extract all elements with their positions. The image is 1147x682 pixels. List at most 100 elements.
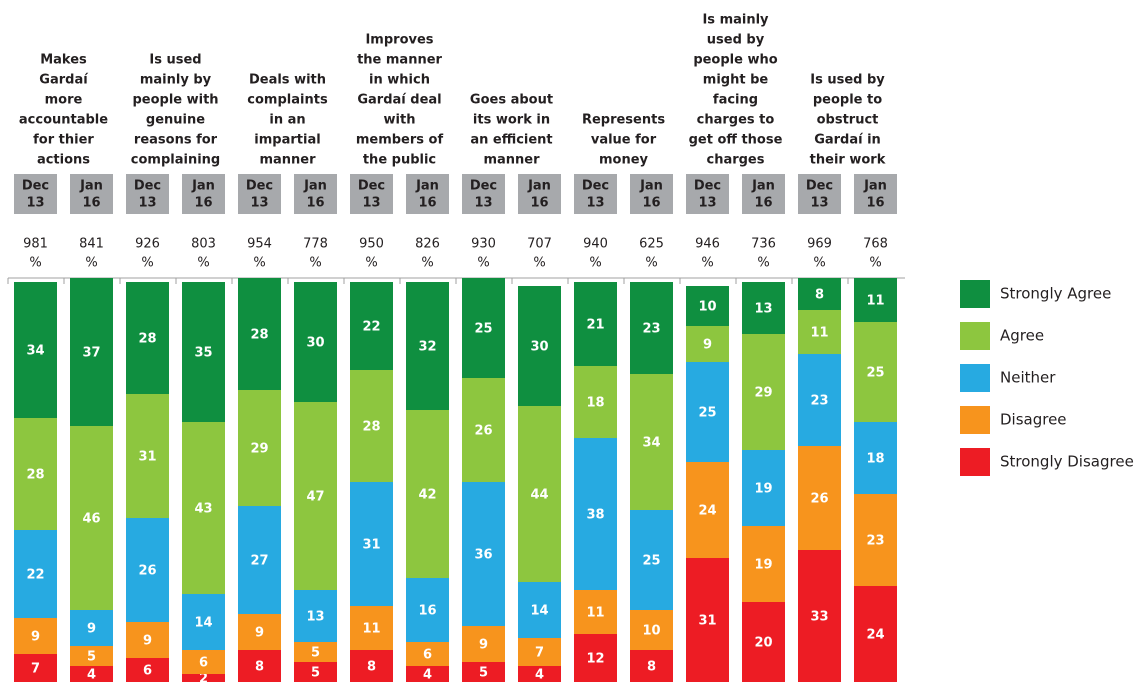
group-title: Deals with [249, 73, 326, 88]
data-label: 25 [698, 406, 716, 421]
data-label: 26 [474, 424, 492, 439]
bar-segment [126, 658, 169, 682]
data-label: 31 [138, 450, 156, 465]
bar-segment [14, 418, 57, 530]
data-label: 42 [418, 488, 436, 503]
bar-segment [294, 642, 337, 662]
group-title: in an [269, 113, 305, 128]
bar-segment [462, 378, 505, 482]
data-label: 14 [530, 604, 548, 619]
data-label: 24 [698, 504, 716, 519]
data-label: 11 [586, 606, 604, 621]
group-title: Makes [40, 53, 87, 68]
data-label: 9 [143, 634, 152, 649]
bar-segment [294, 402, 337, 590]
bar-segment [574, 438, 617, 590]
data-label: 30 [530, 340, 548, 355]
bar-segment [14, 530, 57, 618]
data-label: 13 [306, 610, 324, 625]
data-label: 36 [474, 548, 492, 563]
group-title: Represents [582, 113, 665, 128]
data-label: 38 [586, 508, 604, 523]
group-title: impartial [254, 133, 320, 148]
period-label: Jan [415, 179, 439, 194]
group-title: value for [591, 133, 657, 148]
sample-size: 954 [247, 237, 272, 252]
bar-segment [630, 374, 673, 510]
group-title: charges to [697, 113, 775, 128]
period-box [350, 174, 393, 214]
sample-unit: % [533, 256, 545, 271]
data-label: 20 [754, 636, 772, 651]
period-label: Dec [694, 179, 721, 194]
bar-segment [182, 422, 225, 594]
data-label: 7 [31, 662, 40, 677]
data-label: 4 [535, 668, 544, 682]
data-label: 11 [866, 294, 884, 309]
bar-segment [518, 406, 561, 582]
bar-segment [294, 662, 337, 682]
group-title: more [45, 93, 83, 108]
group-title: obstruct [817, 113, 879, 128]
period-label: Jan [863, 179, 887, 194]
sample-unit: % [589, 256, 601, 271]
group-title: actions [37, 153, 90, 168]
bar-segment [70, 610, 113, 646]
data-label: 29 [754, 386, 772, 401]
data-label: 26 [810, 492, 828, 507]
bar-segment [462, 482, 505, 626]
data-label: 19 [754, 482, 772, 497]
data-label: 22 [26, 568, 44, 583]
bar-segment [70, 646, 113, 666]
period-box [14, 174, 57, 214]
group-title: in which [369, 73, 430, 88]
data-label: 18 [586, 396, 604, 411]
data-label: 23 [642, 322, 660, 337]
legend-swatch [960, 364, 990, 392]
bar-segment [350, 282, 393, 370]
period-label: Dec [806, 179, 833, 194]
data-label: 11 [810, 326, 828, 341]
group-title: Gardaí deal [357, 93, 441, 108]
group-title: Is mainly [702, 13, 769, 28]
bar-segment [182, 650, 225, 674]
data-label: 4 [87, 668, 96, 682]
data-label: 11 [362, 622, 380, 637]
data-label: 5 [479, 666, 488, 681]
period-box [686, 174, 729, 214]
period-label: Dec [470, 179, 497, 194]
bar-segment [238, 390, 281, 506]
data-label: 22 [362, 320, 380, 335]
bar-segment [14, 618, 57, 654]
sample-unit: % [813, 256, 825, 271]
sample-size: 950 [359, 237, 384, 252]
bar-segment [798, 354, 841, 446]
group-title: money [599, 153, 649, 168]
group-title: the public [363, 153, 436, 168]
data-label: 13 [754, 302, 772, 317]
sample-size: 841 [79, 237, 104, 252]
legend-swatch [960, 322, 990, 350]
period-box [518, 174, 561, 214]
data-label: 34 [26, 344, 44, 359]
bar-segment [574, 590, 617, 634]
bar-segment [686, 558, 729, 682]
period-box [798, 174, 841, 214]
bar-segment [742, 282, 785, 334]
period-label: 13 [474, 196, 492, 211]
sample-size: 625 [639, 237, 664, 252]
data-label: 34 [642, 436, 660, 451]
bar-segment [742, 526, 785, 602]
bar-segment [182, 282, 225, 422]
data-label: 26 [138, 564, 156, 579]
bar-segment [854, 278, 897, 322]
data-label: 9 [255, 626, 264, 641]
bar-segment [630, 282, 673, 374]
bar-segment [406, 410, 449, 578]
group-title: manner [259, 153, 316, 168]
group-title: Improves [365, 33, 433, 48]
period-label: 16 [82, 196, 100, 211]
bar-segment [406, 666, 449, 682]
sample-size: 826 [415, 237, 440, 252]
data-label: 37 [82, 346, 100, 361]
